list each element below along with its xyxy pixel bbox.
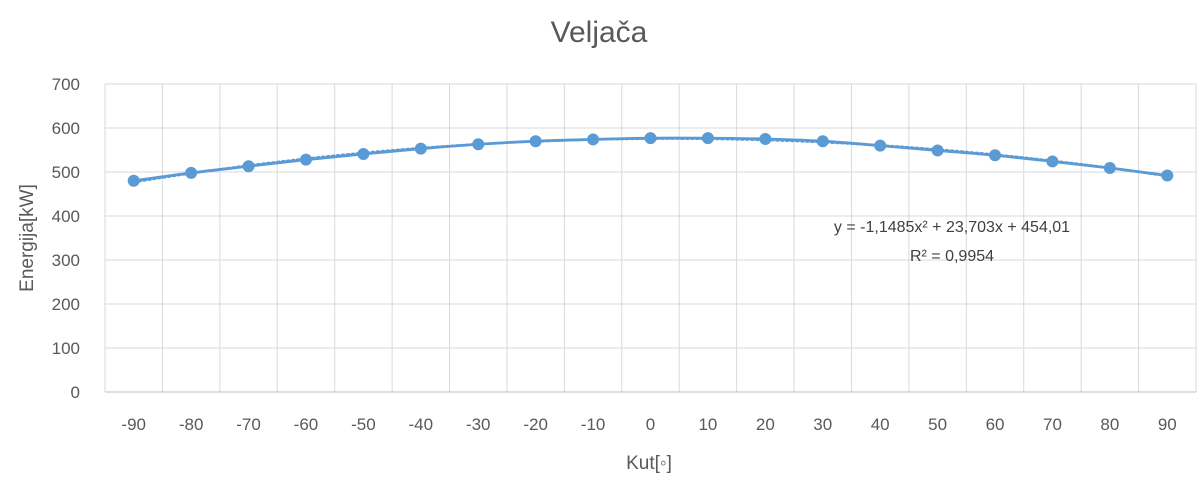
x-tick-label: 80: [1100, 415, 1119, 434]
y-tick-label: 500: [52, 163, 80, 182]
data-point: [1103, 162, 1116, 175]
chart-title: Veljača: [551, 16, 648, 49]
data-point: [644, 132, 657, 145]
data-point: [357, 147, 370, 160]
data-point: [414, 142, 427, 155]
x-tick-label: 0: [646, 415, 655, 434]
data-point: [701, 132, 714, 145]
x-tick-label: -10: [581, 415, 606, 434]
x-tick-label: -90: [121, 415, 146, 434]
x-axis-title: Kut[◦]: [626, 453, 672, 474]
grid: [104, 83, 1197, 392]
y-tick-label: 600: [52, 119, 80, 138]
data-point: [759, 133, 772, 145]
x-tick-label: -60: [294, 415, 319, 434]
y-tick-label: 0: [71, 383, 80, 402]
x-tick-label: 40: [871, 415, 890, 434]
trendline-r-squared: R² = 0,9954: [910, 248, 994, 265]
data-point: [1046, 155, 1059, 168]
y-tick-label: 400: [52, 207, 80, 226]
y-tick-label: 200: [52, 295, 80, 314]
x-tick-label: -80: [179, 415, 204, 434]
data-point: [299, 153, 312, 166]
x-tick-label: -70: [236, 415, 261, 434]
x-tick-label: 50: [928, 415, 947, 434]
x-tick-label: -30: [466, 415, 491, 434]
x-tick-label: -20: [523, 415, 548, 434]
data-point: [242, 160, 255, 173]
y-axis-title: Energija[kW]: [17, 184, 38, 292]
x-tick-label: -50: [351, 415, 376, 434]
x-tick-label: 10: [698, 415, 717, 434]
x-tick-label: 30: [813, 415, 832, 434]
series: [127, 132, 1174, 187]
x-tick-label: 90: [1158, 415, 1177, 434]
data-point: [472, 138, 485, 151]
y-tick-label: 700: [52, 75, 80, 94]
data-point: [127, 174, 140, 187]
x-tick-label: 60: [986, 415, 1005, 434]
data-point: [989, 149, 1002, 162]
data-point: [816, 135, 829, 148]
x-tick-label: -40: [409, 415, 434, 434]
trendline-equation: y = -1,1485x² + 23,703x + 454,01: [834, 219, 1070, 236]
data-point: [587, 133, 600, 146]
x-tick-label: 20: [756, 415, 775, 434]
data-point: [931, 144, 944, 157]
data-point: [1161, 169, 1174, 182]
data-point: [529, 135, 542, 148]
data-point: [185, 166, 198, 179]
data-point: [874, 139, 887, 152]
y-tick-label: 100: [52, 339, 80, 358]
x-tick-label: 70: [1043, 415, 1062, 434]
y-tick-label: 300: [52, 251, 80, 270]
